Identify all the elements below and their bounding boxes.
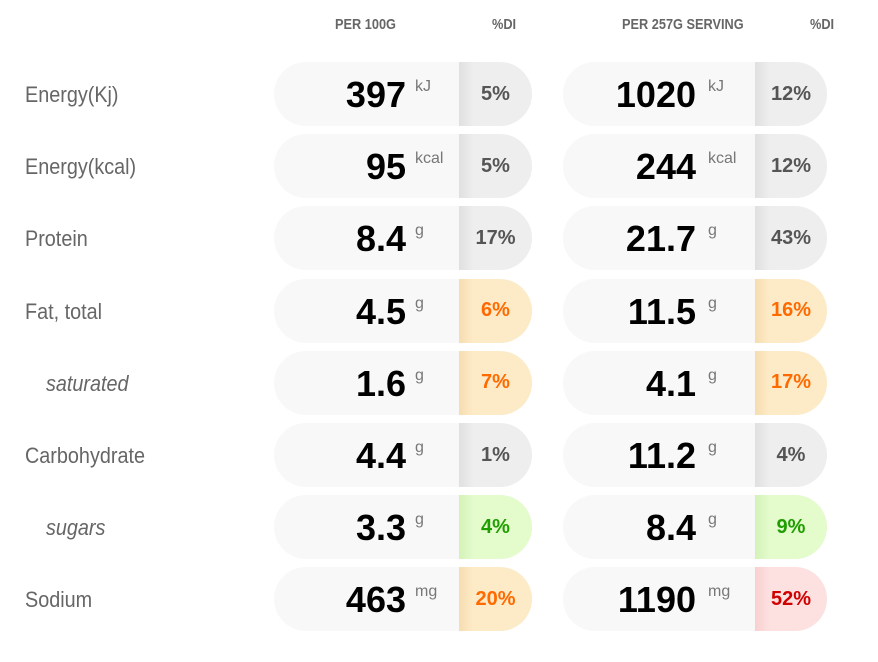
nutrient-row: saturated 1.6 g 7% 4.1 g 17% [0, 350, 878, 415]
per-100g-cell: 8.4 g 17% [274, 206, 532, 271]
daily-intake-percent: 16% [755, 278, 827, 343]
header-per-serving: PER 257G SERVING [622, 16, 744, 33]
value: 8.4 [355, 218, 406, 260]
daily-intake-percent: 52% [755, 567, 827, 632]
value: 21.7 [625, 218, 696, 260]
per-100g-cell: 397 kJ 5% [274, 62, 532, 126]
per-100g-cell: 463 mg 20% [274, 567, 532, 632]
unit: kJ [708, 78, 724, 95]
value: 4.5 [355, 290, 406, 332]
unit: g [415, 294, 424, 312]
daily-intake-percent: 6% [459, 278, 532, 343]
nutrient-label: saturated [46, 370, 129, 396]
daily-intake-percent: 1% [459, 423, 532, 487]
per-100g-cell: 3.3 g 4% [274, 495, 532, 560]
daily-intake-percent: 5% [459, 134, 532, 199]
per-serving-cell: 21.7 g 43% [563, 206, 827, 271]
unit: kcal [708, 150, 737, 168]
per-100g-cell: 4.5 g 6% [274, 278, 532, 343]
nutrient-row: sugars 3.3 g 4% 8.4 g 9% [0, 495, 878, 560]
unit: g [415, 511, 424, 529]
daily-intake-percent: 4% [459, 495, 532, 560]
unit: g [708, 294, 717, 312]
unit: mg [708, 583, 731, 601]
daily-intake-percent: 17% [459, 206, 532, 271]
nutrient-label: sugars [46, 515, 106, 541]
value: 1.6 [355, 362, 406, 404]
per-serving-cell: 11.2 g 4% [563, 423, 827, 487]
value: 1020 [615, 74, 696, 115]
daily-intake-percent: 12% [755, 134, 827, 199]
daily-intake-percent: 17% [755, 350, 827, 415]
value: 1190 [617, 579, 696, 621]
per-100g-cell: 95 kcal 5% [274, 134, 532, 199]
per-serving-cell: 4.1 g 17% [563, 350, 827, 415]
unit: mg [415, 583, 438, 601]
unit: kJ [415, 78, 431, 95]
value: 3.3 [355, 507, 406, 549]
unit: g [415, 222, 424, 240]
nutrient-row: Carbohydrate 4.4 g 1% 11.2 g 4% [0, 423, 878, 487]
value: 463 [345, 579, 406, 621]
nutrient-label: Energy(Kj) [25, 82, 119, 107]
unit: g [415, 439, 424, 456]
daily-intake-percent: 7% [459, 350, 532, 415]
header-per-100g: PER 100G [335, 16, 396, 33]
daily-intake-percent: 43% [755, 206, 827, 271]
nutrient-label: Fat, total [25, 298, 103, 324]
value: 397 [345, 74, 406, 115]
per-100g-cell: 4.4 g 1% [274, 423, 532, 487]
daily-intake-percent: 12% [755, 62, 827, 126]
unit: g [708, 439, 717, 456]
nutrient-row: Protein 8.4 g 17% 21.7 g 43% [0, 206, 878, 271]
daily-intake-percent: 9% [755, 495, 827, 560]
nutrient-row: Energy(Kj) 397 kJ 5% 1020 kJ 12% [0, 62, 878, 126]
value: 11.5 [627, 290, 696, 332]
nutrient-row: Sodium 463 mg 20% 1190 mg 52% [0, 567, 878, 632]
header-di-100g: %DI [492, 16, 517, 33]
unit: g [415, 366, 424, 384]
unit: g [708, 366, 717, 384]
per-serving-cell: 244 kcal 12% [563, 134, 827, 199]
value: 244 [635, 146, 696, 188]
daily-intake-percent: 20% [459, 567, 532, 632]
per-100g-cell: 1.6 g 7% [274, 350, 532, 415]
value: 4.4 [355, 435, 406, 476]
value: 11.2 [627, 435, 696, 476]
nutrient-label: Sodium [25, 587, 93, 613]
per-serving-cell: 1190 mg 52% [563, 567, 827, 632]
value: 95 [365, 146, 406, 188]
unit: g [708, 511, 717, 529]
nutrient-row: Energy(kcal) 95 kcal 5% 244 kcal 12% [0, 134, 878, 199]
per-serving-cell: 11.5 g 16% [563, 278, 827, 343]
header-di-serving: %DI [810, 16, 835, 33]
daily-intake-percent: 4% [755, 423, 827, 487]
nutrient-row: Fat, total 4.5 g 6% 11.5 g 16% [0, 278, 878, 343]
nutrient-label: Carbohydrate [25, 443, 145, 468]
daily-intake-percent: 5% [459, 62, 532, 126]
nutrient-label: Protein [25, 226, 88, 252]
per-serving-cell: 8.4 g 9% [563, 495, 827, 560]
per-serving-cell: 1020 kJ 12% [563, 62, 827, 126]
unit: g [708, 222, 717, 240]
nutrient-label: Energy(kcal) [25, 154, 137, 180]
value: 4.1 [645, 362, 696, 404]
unit: kcal [415, 150, 444, 168]
value: 8.4 [645, 507, 696, 549]
